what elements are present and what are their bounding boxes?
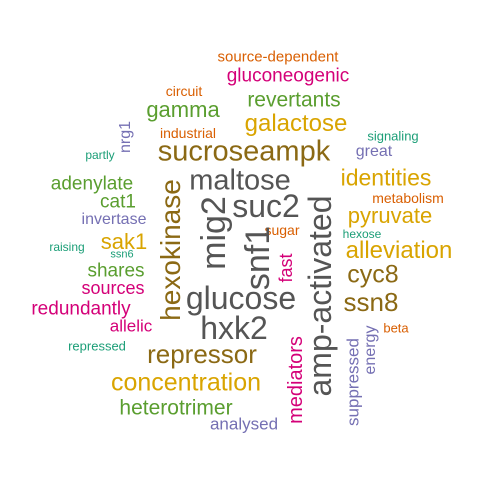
word-gluconeogenic: gluconeogenic	[226, 65, 350, 87]
word-sak1: sak1	[100, 229, 148, 254]
word-fast: fast	[276, 253, 296, 283]
word-gamma: gamma	[146, 97, 220, 122]
word-nrg1: nrg1	[117, 120, 134, 154]
word-source-dependent: source-dependent	[217, 48, 339, 66]
word-allelic: allelic	[109, 316, 153, 336]
word-partly: partly	[85, 148, 115, 162]
word-repressor: repressor	[147, 339, 257, 369]
word-invertase: invertase	[81, 211, 147, 228]
word-mig2: mig2	[195, 196, 233, 270]
word-pyruvate: pyruvate	[347, 203, 433, 228]
word-maltose: maltose	[189, 164, 291, 197]
word-hexose: hexose	[342, 227, 382, 241]
word-galactose: galactose	[244, 110, 348, 137]
word-industrial: industrial	[159, 125, 217, 141]
word-amp-activated: amp-activated	[302, 195, 338, 397]
word-sources: sources	[81, 278, 145, 298]
word-great: great	[355, 143, 393, 160]
word-alleviation: alleviation	[345, 237, 453, 264]
word-repressed: repressed	[68, 338, 126, 354]
word-ssn8: ssn8	[343, 287, 399, 317]
word-ssn6: ssn6	[110, 248, 134, 261]
word-cyc8: cyc8	[347, 260, 399, 289]
word-glucose: glucose	[185, 280, 297, 316]
word-suppressed: suppressed	[343, 338, 363, 426]
word-sucroseampk: sucroseampk	[157, 135, 331, 168]
word-mediators: mediators	[285, 336, 307, 424]
word-redundantly: redundantly	[31, 298, 131, 320]
word-hexokinase: hexokinase	[155, 179, 186, 321]
word-revertants: revertants	[247, 88, 341, 112]
word-analysed: analysed	[209, 414, 279, 434]
word-sugar: sugar	[264, 222, 300, 238]
word-energy: energy	[362, 325, 379, 375]
word-beta: beta	[383, 320, 409, 336]
word-identities: identities	[340, 164, 432, 191]
word-adenylate: adenylate	[50, 173, 134, 195]
word-heterotrimer: heterotrimer	[119, 396, 233, 420]
word-signaling: signaling	[367, 128, 419, 144]
word-concentration: concentration	[110, 368, 262, 397]
word-shares: shares	[87, 260, 145, 282]
word-cat1: cat1	[100, 191, 136, 213]
word-raising: raising	[49, 240, 85, 254]
word-suc2: suc2	[232, 188, 300, 224]
word-hxk2: hxk2	[200, 310, 268, 346]
word-circuit: circuit	[165, 83, 203, 99]
word-metabolism: metabolism	[372, 190, 444, 206]
